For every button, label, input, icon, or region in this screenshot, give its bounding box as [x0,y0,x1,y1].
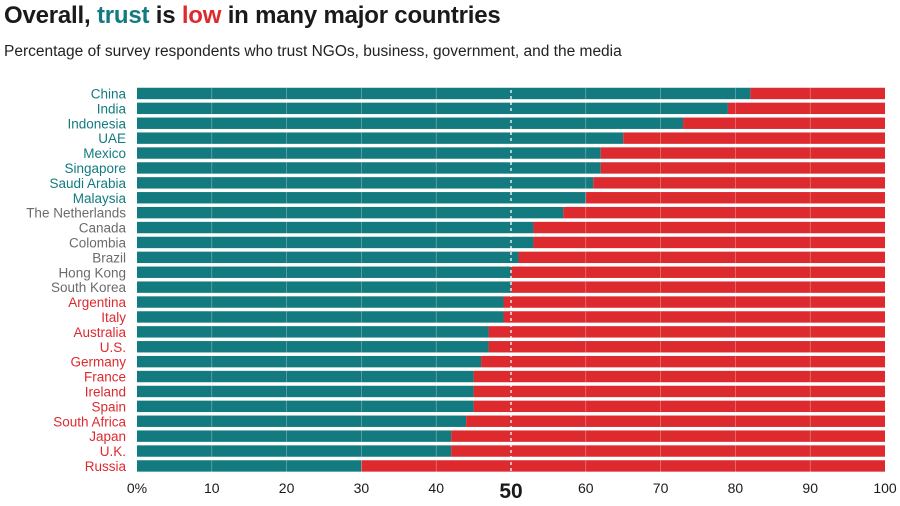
distrust-bar [585,192,885,204]
distrust-bar [683,117,885,129]
distrust-bar [511,266,885,278]
title-trust-word: trust [96,2,150,29]
country-label: China [91,86,127,101]
country-label: Malaysia [73,191,127,206]
trust-bar [137,296,504,308]
title-part-3: is [149,2,182,29]
distrust-bar [481,355,885,368]
trust-bar [137,355,482,368]
trust-bar [137,192,586,204]
country-label: Canada [79,221,127,236]
x-tick-label: 40 [428,480,444,496]
country-label: Japan [89,429,126,444]
country-label: Saudi Arabia [49,176,126,191]
title-part-5: in many major countries [221,2,501,29]
chart-subtitle: Percentage of survey respondents who tru… [4,43,622,60]
trust-bar [137,221,534,234]
distrust-bar [488,326,885,338]
distrust-bar [511,281,885,293]
distrust-bar [488,341,885,353]
trust-bar [137,132,624,144]
country-label: U.S. [100,340,126,355]
country-label: Russia [85,459,127,474]
country-label: India [97,101,127,116]
trust-bar [137,341,489,353]
country-label: Spain [91,399,126,414]
distrust-bar [473,400,885,413]
x-tick-label: 100 [873,480,897,496]
trust-bar [137,400,474,413]
country-label: UAE [98,131,126,146]
distrust-bar [503,296,885,308]
distrust-bar [473,385,885,398]
trust-bar [137,281,511,293]
title-low-word: low [181,2,222,29]
x-tick-label: 30 [354,480,370,496]
distrust-bar [518,251,885,264]
country-label: South Africa [53,414,126,429]
country-label: Colombia [69,235,127,250]
trust-bar [137,102,728,115]
country-label: Argentina [68,295,126,310]
trust-bar [137,251,519,264]
trust-bar [137,147,601,159]
country-label: The Netherlands [26,206,126,221]
x-tick-label: 10 [204,480,220,496]
trust-bar [137,117,684,129]
country-label: Mexico [83,146,126,161]
distrust-bar [600,162,885,174]
country-label: Ireland [85,384,126,399]
trust-bar [137,177,594,189]
title-part-1: Overall, [4,2,97,29]
country-label: Indonesia [67,116,126,131]
country-label: Hong Kong [58,265,126,280]
trust-bar [137,445,452,457]
distrust-bar [727,102,885,115]
x-tick-label: 20 [279,480,295,496]
trust-bar [137,206,564,219]
distrust-bar [533,221,885,234]
x-tick-label: 70 [653,480,669,496]
trust-bar [137,87,751,100]
country-label: Italy [101,310,126,325]
trust-bar [137,370,474,383]
trust-bar [137,385,474,398]
trust-bar [137,311,504,323]
distrust-bar [503,311,885,323]
trust-bar [137,266,511,278]
country-label: Germany [70,355,126,370]
distrust-bar [361,460,885,472]
chart-title: Overall, trust is low in many major coun… [4,2,501,30]
distrust-bar [473,370,885,383]
country-label: U.K. [100,444,126,459]
trust-bar [137,415,467,427]
country-label: Australia [73,325,126,340]
country-label: France [84,370,126,385]
trust-bar [137,430,452,442]
country-label: Singapore [64,161,126,176]
distrust-bar [451,445,885,457]
trust-bar [137,326,489,338]
trust-bar [137,162,601,174]
trust-bar [137,460,362,472]
distrust-bar [466,415,885,427]
country-label: South Korea [51,280,127,295]
trust-bar [137,236,534,249]
x-tick-label: 60 [578,480,594,496]
country-label: Brazil [92,250,126,265]
distrust-bar [623,132,885,144]
distrust-bar [563,206,885,219]
x-tick-label: 0% [127,480,147,496]
x-tick-label: 80 [728,480,744,496]
x-tick-label: 90 [802,480,818,496]
x-tick-label: 50 [499,480,522,503]
distrust-bar [600,147,885,159]
distrust-bar [451,430,885,442]
distrust-bar [533,236,885,249]
distrust-bar [593,177,885,189]
distrust-bar [750,87,885,100]
